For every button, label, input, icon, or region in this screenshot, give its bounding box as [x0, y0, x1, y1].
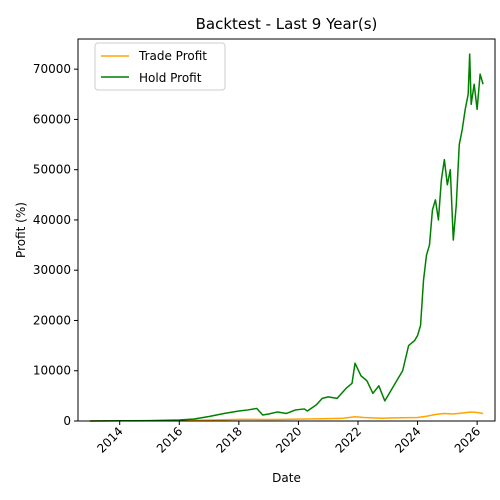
legend-box — [94, 42, 226, 91]
y-tick-label: 50000 — [33, 163, 71, 177]
series-line-trade-profit — [89, 411, 484, 422]
y-tick-label: 70000 — [33, 62, 71, 76]
y-tick-label: 10000 — [33, 364, 71, 378]
chart-title: Backtest - Last 9 Year(s) — [196, 15, 378, 33]
y-axis-ticks: 0 10000 20000 30000 40000 50000 60000 70000 — [33, 62, 78, 428]
y-tick-label: 30000 — [33, 263, 71, 277]
y-tick-label: 20000 — [33, 313, 71, 327]
plot-lines — [89, 53, 484, 422]
legend-label-trade-profit: Trade Profit — [138, 49, 207, 63]
plot-area-frame — [77, 38, 496, 422]
y-tick-label: 0 — [63, 414, 71, 428]
legend-label-hold-profit: Hold Profit — [139, 71, 202, 85]
x-axis-label: Date — [272, 471, 301, 485]
y-tick-label: 40000 — [33, 213, 71, 227]
y-tick-label: 60000 — [33, 112, 71, 126]
y-axis-label: Profit (%) — [14, 202, 28, 258]
legend: Trade Profit Hold Profit — [94, 42, 226, 91]
series-line-hold-profit — [89, 53, 484, 422]
